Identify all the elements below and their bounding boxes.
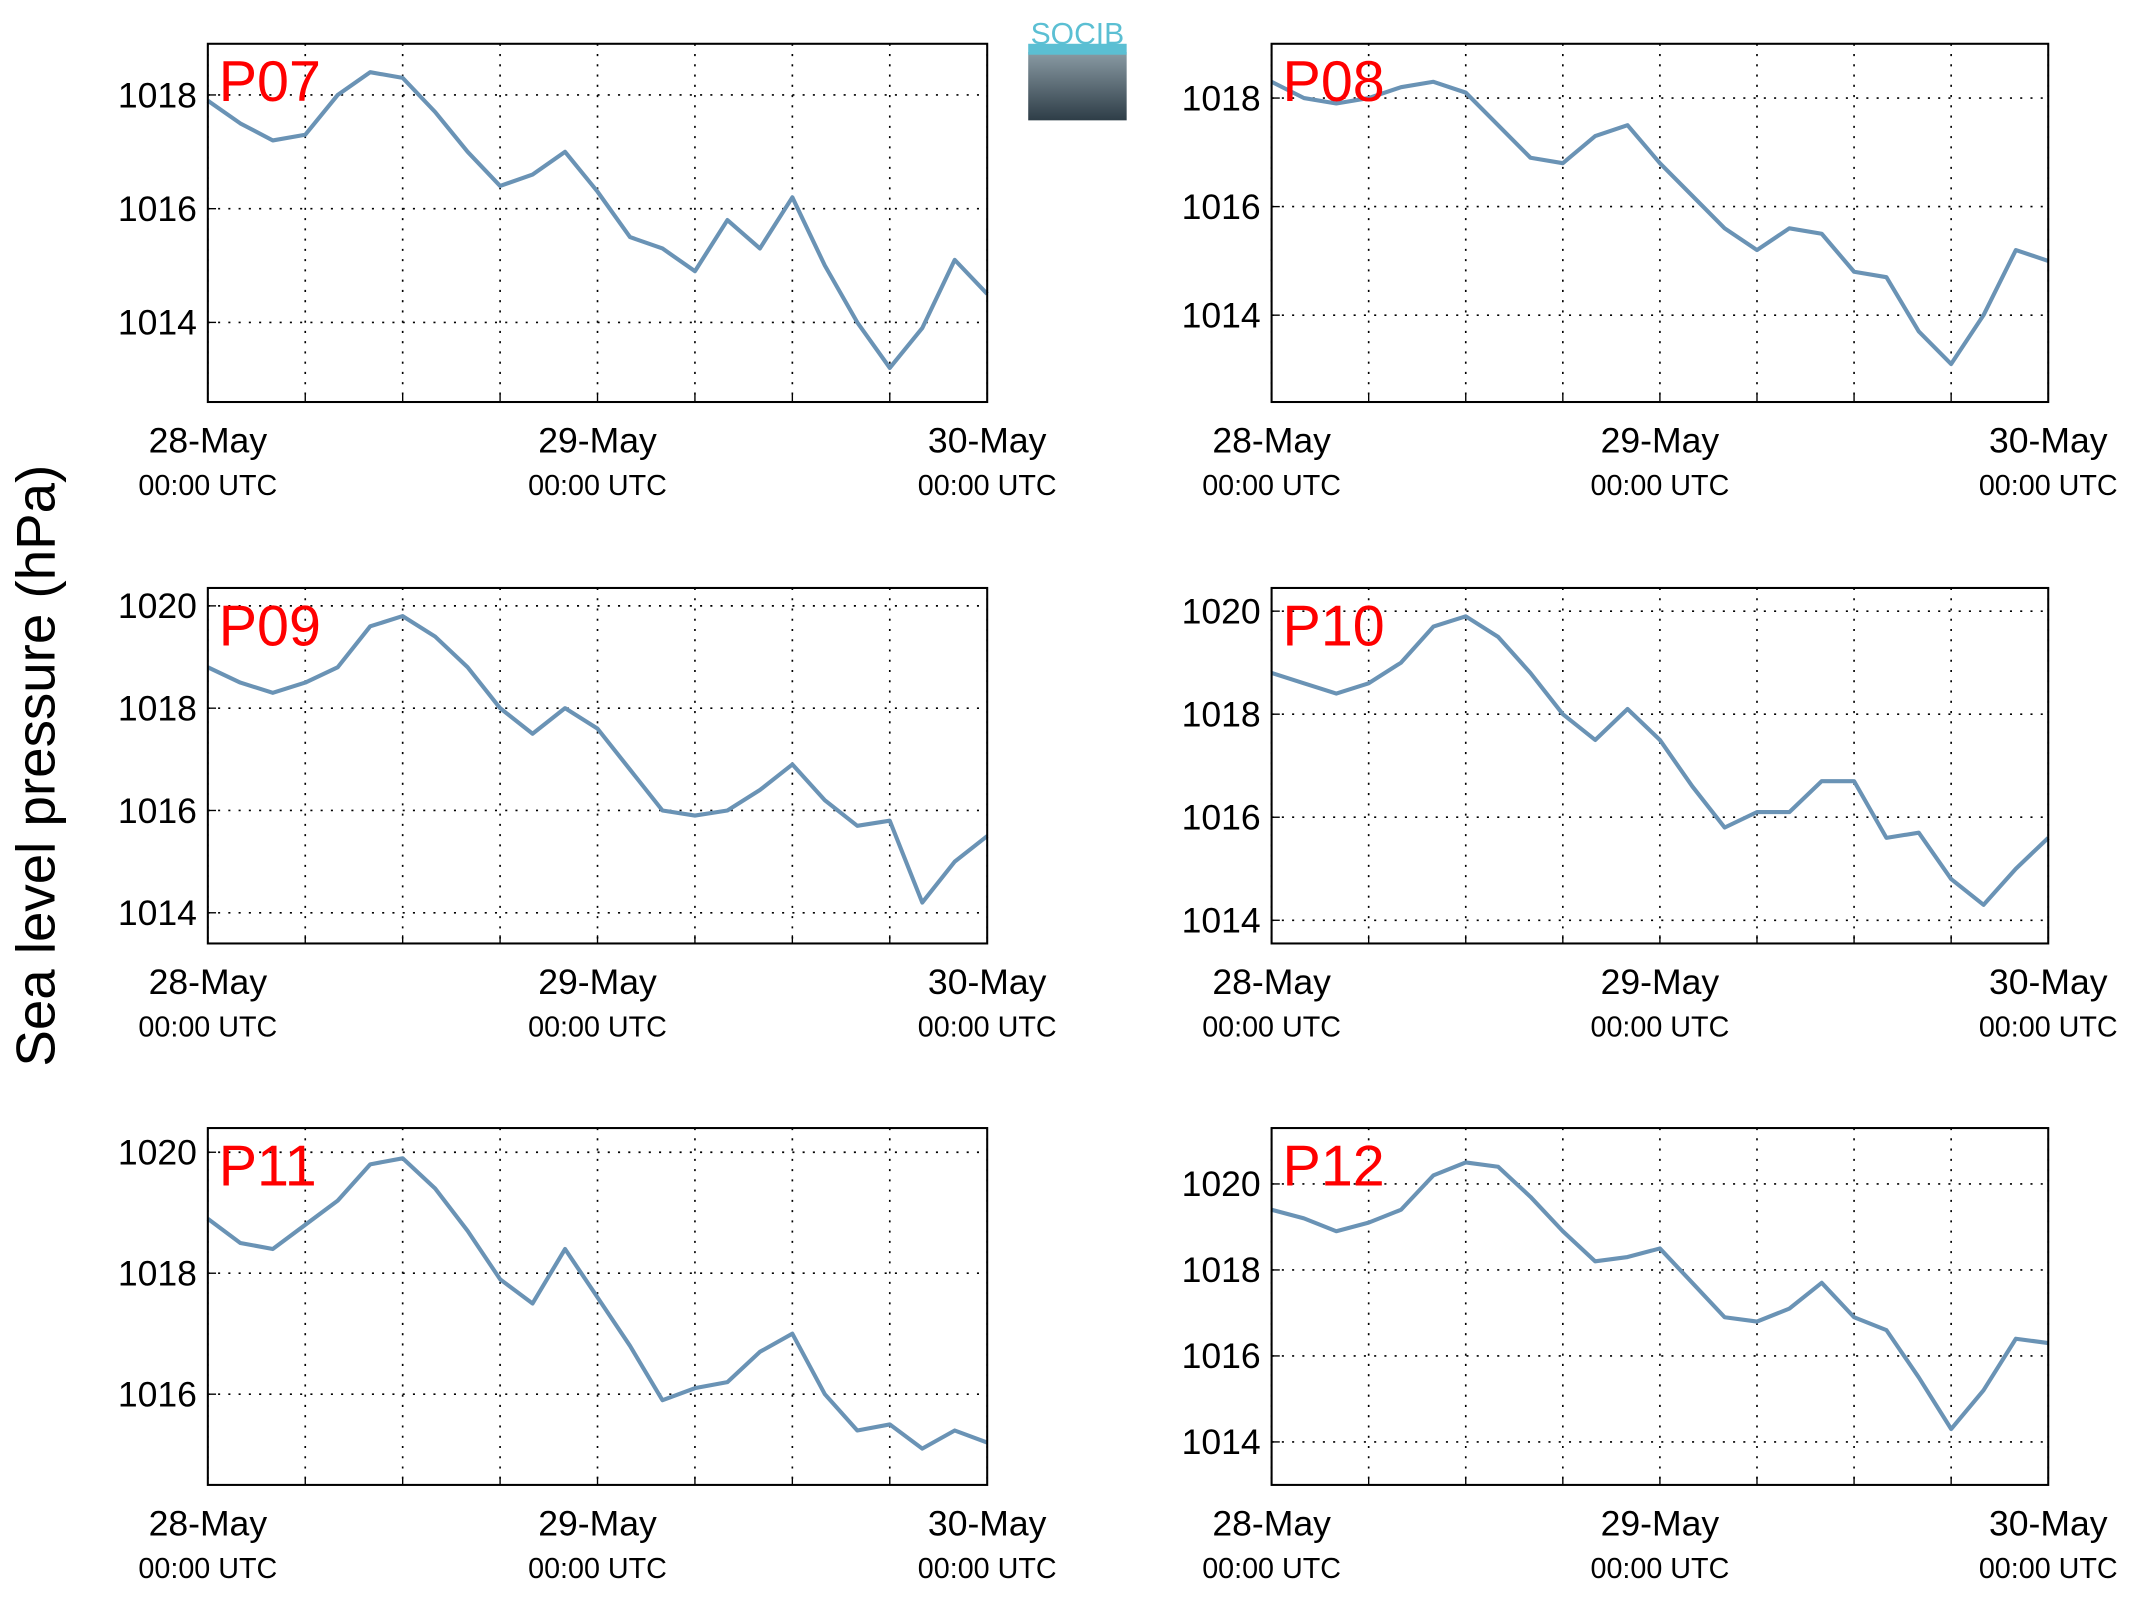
x-tick-sublabel: 00:00 UTC (918, 470, 1057, 502)
y-tick-label: 1018 (1182, 1250, 1261, 1290)
axes-box (206, 42, 989, 404)
data-line (206, 614, 989, 905)
x-tick-label: 29-May (538, 962, 657, 1002)
x-tick-sublabel: 00:00 UTC (528, 1011, 667, 1043)
x-tick-label: 29-May (1601, 421, 1720, 461)
x-tick-sublabel: 00:00 UTC (918, 1553, 1057, 1585)
panel-title: P10 (1283, 594, 1385, 658)
x-tick-sublabel: 00:00 UTC (1591, 470, 1730, 502)
x-tick-label: 29-May (538, 421, 657, 461)
y-tick-label: 1020 (118, 586, 197, 626)
data-line (206, 70, 989, 370)
y-tick-label: 1016 (118, 791, 197, 831)
logo: SOCIB (1031, 18, 1125, 51)
x-tick-label: 28-May (1212, 421, 1331, 461)
x-tick-sublabel: 00:00 UTC (1979, 470, 2118, 502)
axes-box (206, 1127, 989, 1486)
panel-title: P09 (219, 594, 321, 658)
y-tick-label: 1016 (1182, 187, 1261, 227)
axes-box (1270, 42, 2050, 404)
logo-box (1028, 51, 1127, 121)
panel-title: P07 (219, 50, 321, 114)
x-tick-label: 30-May (1989, 421, 2108, 461)
x-tick-label: 30-May (928, 421, 1047, 461)
data-line (1270, 79, 2049, 367)
x-tick-sublabel: 00:00 UTC (138, 1011, 277, 1043)
y-tick-label: 1014 (118, 893, 197, 933)
data-line (206, 1156, 988, 1451)
y-tick-label: 1014 (118, 303, 197, 343)
x-tick-sublabel: 00:00 UTC (138, 1553, 277, 1585)
x-tick-sublabel: 00:00 UTC (528, 470, 667, 502)
x-tick-sublabel: 00:00 UTC (528, 1553, 667, 1585)
data-line (1270, 614, 2050, 907)
x-tick-label: 30-May (928, 1504, 1047, 1544)
y-tick-label: 1020 (118, 1133, 197, 1173)
x-tick-label: 29-May (538, 1504, 657, 1544)
y-tick-label: 1014 (1182, 901, 1261, 941)
x-tick-label: 29-May (1601, 962, 1720, 1002)
x-tick-sublabel: 00:00 UTC (1979, 1011, 2118, 1043)
y-tick-label: 1016 (1182, 798, 1261, 838)
x-tick-sublabel: 00:00 UTC (1202, 1553, 1341, 1585)
logo-wave (1028, 43, 1127, 55)
y-tick-label: 1018 (1182, 694, 1261, 734)
panel-title: P11 (219, 1134, 317, 1198)
axes-box (206, 586, 989, 945)
y-axis-label: Sea level pressure (hPa) (5, 465, 67, 1067)
x-tick-sublabel: 00:00 UTC (918, 1011, 1057, 1043)
x-tick-sublabel: 00:00 UTC (1202, 1011, 1341, 1043)
x-tick-label: 28-May (149, 421, 268, 461)
x-tick-label: 28-May (1212, 962, 1331, 1002)
y-tick-label: 1018 (1182, 78, 1261, 118)
y-tick-label: 1014 (1182, 1422, 1261, 1462)
x-tick-label: 28-May (1212, 1504, 1331, 1544)
y-tick-label: 1018 (118, 75, 197, 115)
x-tick-sublabel: 00:00 UTC (1979, 1553, 2118, 1585)
data-line (1271, 1160, 2049, 1432)
y-tick-label: 1016 (1182, 1336, 1261, 1376)
x-tick-sublabel: 00:00 UTC (1591, 1011, 1730, 1043)
x-tick-sublabel: 00:00 UTC (1202, 470, 1341, 502)
y-tick-label: 1018 (118, 1254, 197, 1294)
x-tick-label: 28-May (149, 962, 268, 1002)
x-tick-sublabel: 00:00 UTC (138, 470, 277, 502)
x-tick-label: 30-May (1989, 1504, 2108, 1544)
y-tick-label: 1016 (118, 189, 197, 229)
y-tick-label: 1016 (118, 1374, 197, 1414)
x-tick-sublabel: 00:00 UTC (1591, 1553, 1730, 1585)
y-tick-label: 1014 (1182, 295, 1261, 335)
axes-box (1270, 586, 2050, 945)
y-tick-label: 1018 (118, 688, 197, 728)
x-tick-label: 30-May (928, 962, 1047, 1002)
y-tick-label: 1020 (1182, 1164, 1261, 1204)
panel-title: P12 (1283, 1134, 1385, 1198)
x-tick-label: 29-May (1601, 1504, 1720, 1544)
axes-box (1270, 1127, 2050, 1486)
x-tick-label: 28-May (149, 1504, 268, 1544)
y-tick-label: 1020 (1182, 591, 1261, 631)
panel-title: P08 (1283, 50, 1385, 114)
x-tick-label: 30-May (1989, 962, 2108, 1002)
